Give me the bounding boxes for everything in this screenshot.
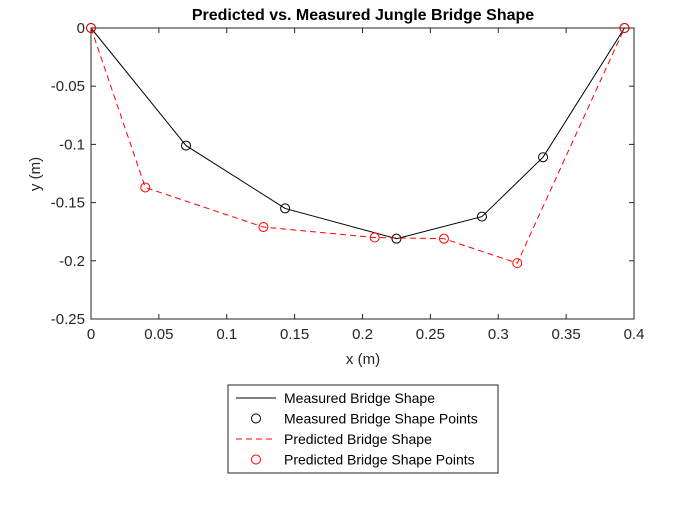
plot-area: 0 0.05 0.1 0.15 0.2 0.25 0.3 0.35 0.4 0 -0.05 -0.1 -… xyxy=(51,20,645,343)
legend-label: Measured Bridge Shape Points xyxy=(284,411,478,427)
series-line xyxy=(90,27,625,240)
x-tick-label: 0.15 xyxy=(280,326,309,343)
legend-entry: Measured Bridge Shape xyxy=(236,390,435,406)
x-tick-label: 0 xyxy=(87,326,95,343)
y-tick-label: -0.05 xyxy=(51,78,85,95)
legend-label: Predicted Bridge Shape Points xyxy=(284,452,475,468)
x-tick-label: 0.1 xyxy=(216,326,237,343)
y-axis-label: y (m) xyxy=(27,157,44,191)
data-point xyxy=(140,182,151,193)
y-tick-label: -0.1 xyxy=(59,136,85,153)
data-point xyxy=(476,211,487,222)
x-tick-label: 0.25 xyxy=(416,326,445,343)
x-tick-label: 0.3 xyxy=(488,326,509,343)
x-tick-label: 0.2 xyxy=(352,326,373,343)
data-point xyxy=(181,140,192,151)
chart-title: Predicted vs. Measured Jungle Bridge Sha… xyxy=(192,7,534,24)
series-line xyxy=(90,27,625,264)
data-point xyxy=(538,152,549,163)
legend: Measured Bridge Shape Measured Bridge Sha… xyxy=(227,384,499,474)
y-tick-label: -0.15 xyxy=(51,195,85,212)
data-point xyxy=(512,258,523,269)
axes-box xyxy=(90,27,635,320)
data-point xyxy=(438,233,449,244)
series-predicted xyxy=(86,23,630,269)
y-tick-label: 0 xyxy=(77,20,85,37)
data-point xyxy=(369,232,380,243)
legend-label: Predicted Bridge Shape xyxy=(284,431,432,447)
y-tick-label: -0.25 xyxy=(51,311,85,328)
legend-marker-swatch xyxy=(251,413,261,424)
legend-label: Measured Bridge Shape xyxy=(284,390,435,406)
data-point xyxy=(619,23,630,33)
legend-marker-swatch xyxy=(251,454,261,465)
x-tick-label: 0.4 xyxy=(624,326,645,343)
x-axis-label: x (m) xyxy=(346,351,380,368)
data-point xyxy=(86,23,96,33)
series-measured xyxy=(86,23,630,244)
y-tick-label: -0.2 xyxy=(59,253,85,270)
legend-entry: Predicted Bridge Shape xyxy=(236,431,432,447)
x-tick-label: 0.05 xyxy=(144,326,173,343)
data-point xyxy=(258,222,269,233)
data-point xyxy=(391,233,402,244)
x-tick-label: 0.35 xyxy=(552,326,581,343)
data-point xyxy=(280,203,291,214)
legend-box xyxy=(227,384,499,474)
legend-entry: Predicted Bridge Shape Points xyxy=(251,452,475,468)
legend-entry: Measured Bridge Shape Points xyxy=(251,411,478,427)
